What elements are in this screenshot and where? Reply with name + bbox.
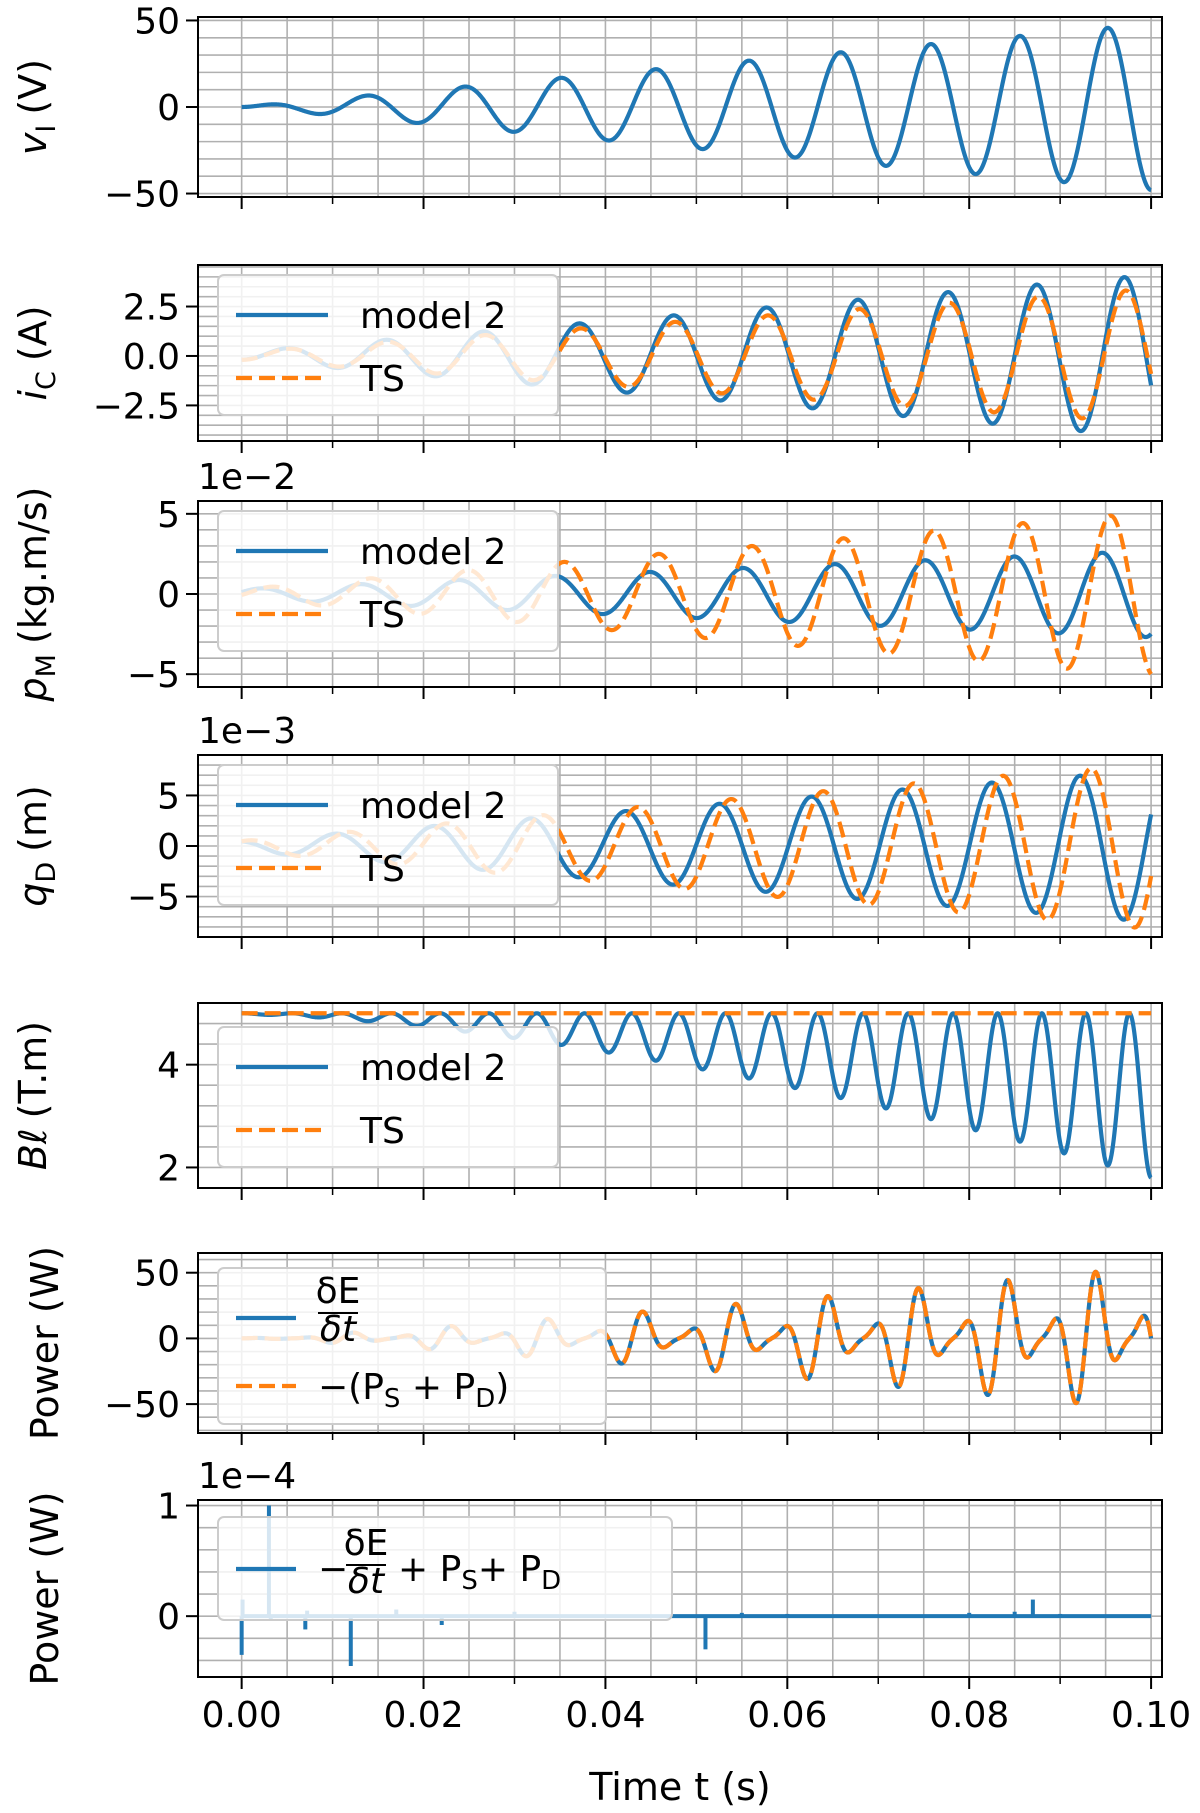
plot-frame (197, 1252, 1163, 1434)
y-axis-label-unit: (T.m) (11, 1021, 55, 1118)
series-line-blue (240, 25, 1153, 193)
legend-box (217, 764, 559, 906)
y-tick-label: 50 (134, 1, 180, 42)
panel-Bl: 2 4 Bℓ (T.m) model 2 TS (11, 1002, 1163, 1200)
legend-label-fraction-numerator: δE (344, 1523, 389, 1564)
plot-frame (197, 264, 1163, 442)
panel-vI: −50 0 50 vI (V) (11, 1, 1163, 216)
legend-box (217, 1516, 673, 1621)
y-axis-label: vI (V) (11, 59, 62, 155)
x-tick-label: 0.02 (383, 1695, 463, 1736)
y-tick-label: 0.0 (123, 337, 180, 378)
panel-qD: −5 0 5 1e−3 qD (m) model 2 TS (11, 711, 1163, 949)
y-tick-label: 0 (157, 1319, 180, 1360)
y-axis-label-symbol: Power (W) (23, 1246, 67, 1440)
y-tick-label: −5 (127, 655, 180, 696)
y-tick-label: 50 (134, 1254, 180, 1295)
series-line-orange (240, 1269, 1154, 1406)
y-axis-label: Power (W) (23, 1246, 67, 1440)
x-tick-label: 0.04 (565, 1695, 645, 1736)
y-tick-label: 5 (157, 495, 180, 536)
legend-label-ps-pd: −(PS + PD) (318, 1367, 509, 1414)
y-axis-label-unit: (V) (11, 59, 55, 115)
legend-Bl: model 2 TS (217, 1026, 559, 1168)
legend-label-model2: model 2 (360, 296, 506, 337)
series-group-vI (240, 25, 1153, 193)
grid-vI (198, 17, 1162, 197)
y-axis-label: pM (kg.m/s) (11, 487, 62, 703)
y-tick-label: 1 (157, 1487, 180, 1528)
y-axis-label-symbol: q (11, 883, 55, 907)
plot-frame (197, 1499, 1163, 1678)
y-axis-label: Bℓ (T.m) (11, 1021, 55, 1170)
legend-box (217, 1267, 607, 1425)
y-axis-label-subscript: C (31, 371, 62, 390)
y-tick-label: 4 (157, 1046, 180, 1087)
legend-qD: model 2 TS (217, 764, 559, 906)
y-axis-label-unit: (A) (11, 305, 55, 361)
offset-label: 1e−2 (198, 457, 296, 498)
y-axis-label-subscript: M (31, 654, 62, 677)
series-group-Bl (240, 1011, 1153, 1180)
legend-box (217, 1026, 559, 1168)
x-axis-label: Time t (s) (588, 1765, 771, 1809)
legend-box (217, 274, 559, 416)
x-tick-label: 0.08 (929, 1695, 1009, 1736)
y-axis-label-symbol: v (11, 132, 55, 155)
legend-label-model2: model 2 (360, 786, 506, 827)
y-axis-label-symbol: Bℓ (11, 1128, 55, 1170)
y-axis-label-subscript: D (31, 862, 62, 883)
legend-label-model2: model 2 (360, 532, 506, 573)
legend-box (217, 510, 559, 652)
y-tick-label: 2 (157, 1148, 180, 1189)
y-axis-label-symbol: p (11, 677, 55, 702)
y-axis-label: qD (m) (11, 785, 62, 907)
y-tick-label: −50 (104, 1385, 180, 1426)
plot-frame (197, 1002, 1163, 1189)
legend-label-model2: model 2 (360, 1048, 506, 1089)
legend-label-ts: TS (359, 595, 405, 636)
panel-pM: −5 0 5 1e−2 pM (kg.m/s) model 2 TS (11, 457, 1163, 703)
y-axis-label-symbol: i (11, 390, 55, 401)
offset-label: 1e−4 (198, 1456, 296, 1497)
y-tick-label: −5 (127, 878, 180, 919)
y-tick-label: 5 (157, 776, 180, 817)
y-tick-label: 0 (157, 1597, 180, 1638)
legend-pM: model 2 TS (217, 510, 559, 652)
x-tick-label: 0.10 (1111, 1695, 1191, 1736)
x-tick-label: 0.00 (202, 1695, 282, 1736)
y-tick-label: 0 (157, 575, 180, 616)
y-tick-label: 0 (157, 88, 180, 129)
y-tick-label: −50 (104, 175, 180, 216)
legend-iC: model 2 TS (217, 274, 559, 416)
y-axis-label: iC (A) (11, 305, 62, 400)
y-tick-label: 0 (157, 827, 180, 868)
legend-label-minus: − (318, 1549, 348, 1590)
y-axis-label: Power (W) (23, 1491, 67, 1685)
legend-label-ts: TS (359, 849, 405, 890)
y-axis-label-unit: (m) (11, 785, 55, 852)
legend-label-fraction-numerator: δE (316, 1271, 361, 1312)
legend-label-fraction-denominator: δt (320, 1309, 358, 1350)
panel-iC: −2.5 0.0 2.5 iC (A) model 2 TS (11, 264, 1163, 453)
legend-label-ts: TS (359, 1111, 405, 1152)
y-axis-label-unit: (kg.m/s) (11, 487, 55, 644)
offset-label: 1e−3 (198, 711, 296, 752)
y-axis-label-subscript: I (31, 125, 62, 133)
x-tick-label: 0.06 (747, 1695, 827, 1736)
y-tick-label: 2.5 (123, 288, 180, 329)
y-tick-label: −2.5 (93, 386, 180, 427)
legend-label-ts: TS (359, 359, 405, 400)
legend-label-fraction-denominator: δt (348, 1561, 386, 1602)
legend-label-residual: + PS+ PD (398, 1549, 561, 1596)
y-axis-label-symbol: Power (W) (23, 1491, 67, 1685)
